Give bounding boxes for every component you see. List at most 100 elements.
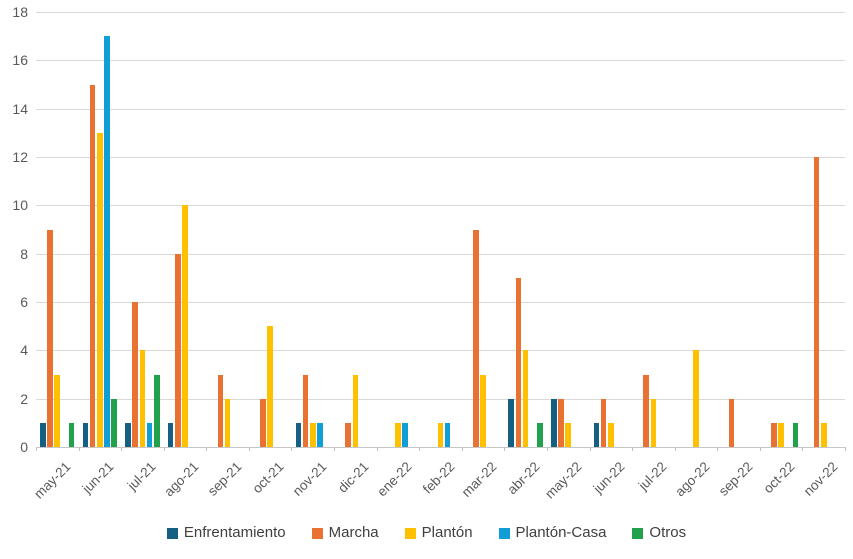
x-axis-tick <box>632 447 634 451</box>
bar-marcha-nov-22 <box>813 157 820 447</box>
x-axis-tick <box>291 447 293 451</box>
bar-plant-n-jun-22 <box>608 422 614 447</box>
gridline <box>36 398 845 400</box>
bar-otros-may-21 <box>68 422 75 447</box>
bar-plant-n-oct-21 <box>267 326 273 447</box>
x-axis-tick <box>717 447 719 451</box>
x-axis-tick <box>334 447 336 451</box>
bar-plant-n-jul-21 <box>139 350 146 447</box>
x-axis-tick <box>78 447 80 451</box>
y-axis-tick-label: 0 <box>20 439 28 455</box>
gridline <box>36 302 845 303</box>
bar-marcha-oct-22 <box>771 422 777 447</box>
legend-label: Enfrentamiento <box>183 524 286 541</box>
y-axis-tick-label: 10 <box>12 197 28 214</box>
x-axis-tick <box>845 447 846 451</box>
y-axis-tick-label: 14 <box>12 100 28 117</box>
gridline <box>36 350 845 352</box>
bar-marcha-jun-22 <box>600 398 607 447</box>
legend-item-marcha: Marcha <box>311 524 379 542</box>
bar-plant-n-ago-22 <box>693 350 699 447</box>
legend-item-plant-n: Plantón <box>404 524 473 542</box>
y-axis-tick-label: 2 <box>20 390 28 407</box>
bar-plant-n-dic-21 <box>352 374 359 447</box>
bar-marcha-mar-22 <box>473 229 479 447</box>
bar-plant-n-sep-21 <box>224 398 231 447</box>
bar-enfrentamiento-may-21 <box>40 422 46 447</box>
x-axis-tick <box>121 447 123 451</box>
y-axis-tick-label: 18 <box>12 4 28 20</box>
x-axis-tick <box>589 447 591 451</box>
legend-item-plant-n-casa: Plantón-Casa <box>498 524 607 542</box>
legend-item-otros: Otros <box>632 524 686 542</box>
legend-swatch-icon <box>404 527 416 539</box>
bar-marcha-nov-21 <box>302 374 309 447</box>
bar-plant-n-oct-22 <box>778 422 784 447</box>
bar-marcha-jul-22 <box>643 374 649 447</box>
bar-marcha-may-21 <box>47 229 53 447</box>
legend-label: Otros <box>649 524 687 541</box>
gridline <box>36 157 845 158</box>
bar-marcha-may-22 <box>558 398 564 447</box>
bar-plant-n-casa-feb-22 <box>444 422 451 447</box>
bar-marcha-ago-21 <box>175 253 181 447</box>
y-axis-tick-label: 6 <box>20 294 28 310</box>
bar-marcha-sep-22 <box>728 398 735 447</box>
bar-marcha-oct-21 <box>260 398 266 447</box>
bar-plant-n-abr-22 <box>522 350 529 447</box>
bar-otros-jul-21 <box>154 374 160 447</box>
legend-swatch-icon <box>166 527 178 539</box>
bar-marcha-jun-21 <box>89 84 96 447</box>
x-axis-tick <box>248 447 250 451</box>
bar-marcha-abr-22 <box>515 277 522 447</box>
legend-swatch-icon <box>632 527 644 539</box>
bar-plant-n-casa-jun-21 <box>104 36 110 447</box>
bar-enfrentamiento-may-22 <box>551 398 557 447</box>
bar-plant-n-may-21 <box>54 374 61 447</box>
bar-enfrentamiento-nov-21 <box>295 422 302 447</box>
legend-label: Marcha <box>328 524 379 541</box>
bar-plant-n-nov-21 <box>309 422 316 447</box>
chart-legend: Enfrentamiento Marcha Plantón Plantón-Casa O… <box>0 524 853 542</box>
bar-plant-n-casa-ene-22 <box>402 422 408 447</box>
bar-plant-n-ene-22 <box>395 422 401 447</box>
legend-label: Plantón <box>421 524 473 541</box>
bar-marcha-dic-21 <box>345 422 351 447</box>
x-axis-tick <box>206 447 208 451</box>
x-axis-tick <box>461 447 463 451</box>
gridline <box>36 60 845 62</box>
y-axis-tick-label: 12 <box>12 149 28 165</box>
legend-item-enfrentamiento: Enfrentamiento <box>166 524 286 542</box>
y-axis-tick-label: 4 <box>20 342 28 359</box>
x-axis-tick <box>419 447 421 451</box>
gridline <box>36 205 845 207</box>
bar-plant-n-feb-22 <box>437 422 444 447</box>
x-axis-tick <box>759 447 761 451</box>
legend-swatch-icon <box>498 527 510 539</box>
x-axis-tick <box>546 447 548 451</box>
x-axis-tick <box>504 447 506 451</box>
legend-label: Plantón-Casa <box>515 524 607 541</box>
x-axis-tick <box>802 447 804 451</box>
bar-plant-n-casa-nov-21 <box>317 422 323 447</box>
bar-enfrentamiento-abr-22 <box>508 398 515 447</box>
x-axis-tick <box>376 447 378 451</box>
bar-plant-n-jul-22 <box>650 398 657 447</box>
bar-plant-n-nov-22 <box>820 422 827 447</box>
bar-plant-n-casa-jul-21 <box>146 422 153 447</box>
x-axis-tick <box>163 447 165 451</box>
bar-enfrentamiento-ago-21 <box>167 422 174 447</box>
bar-otros-oct-22 <box>792 422 799 447</box>
bar-enfrentamiento-jun-21 <box>82 422 89 447</box>
x-axis-tick <box>674 447 676 451</box>
gridline <box>36 253 845 255</box>
y-axis-tick-label: 16 <box>12 52 28 69</box>
bar-otros-jun-21 <box>111 398 118 447</box>
bar-enfrentamiento-jun-22 <box>593 422 600 447</box>
bar-plant-n-ago-21 <box>182 205 188 447</box>
x-axis-tick <box>36 447 37 451</box>
bar-plant-n-may-22 <box>565 422 572 447</box>
bar-otros-abr-22 <box>537 422 543 447</box>
gridline <box>36 108 845 110</box>
